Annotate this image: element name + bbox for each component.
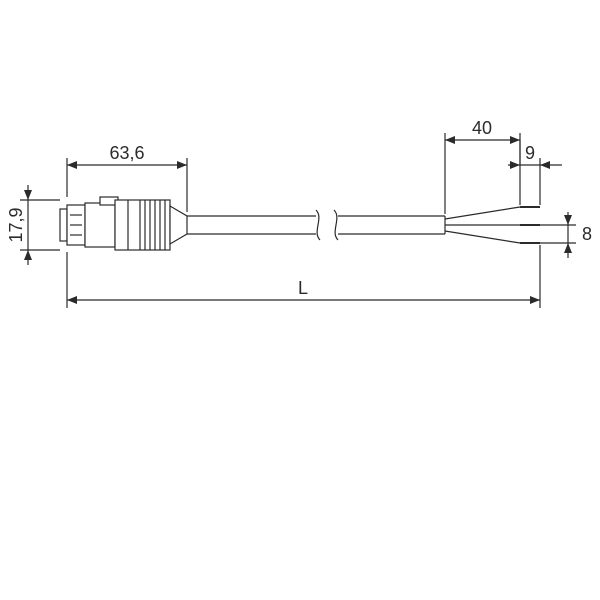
dim-overall-length: L <box>67 245 540 308</box>
dim-wire-spread-label: 8 <box>582 224 592 244</box>
dim-wire-strip: 40 <box>445 118 520 214</box>
dim-overall-length-label: L <box>298 278 308 298</box>
cable-drawing: 63,6 17,9 40 9 8 <box>0 0 600 600</box>
dim-wire-tip-label: 9 <box>525 143 535 163</box>
dim-wire-strip-label: 40 <box>472 118 492 138</box>
free-wires <box>445 207 540 243</box>
dim-wire-tip: 9 <box>508 140 562 205</box>
connector-plug <box>60 197 187 250</box>
dim-wire-spread: 8 <box>540 212 592 258</box>
dim-connector-height: 17,9 <box>6 185 60 265</box>
dim-connector-height-label: 17,9 <box>6 207 26 242</box>
dim-connector-length-label: 63,6 <box>109 143 144 163</box>
cable <box>187 210 445 240</box>
